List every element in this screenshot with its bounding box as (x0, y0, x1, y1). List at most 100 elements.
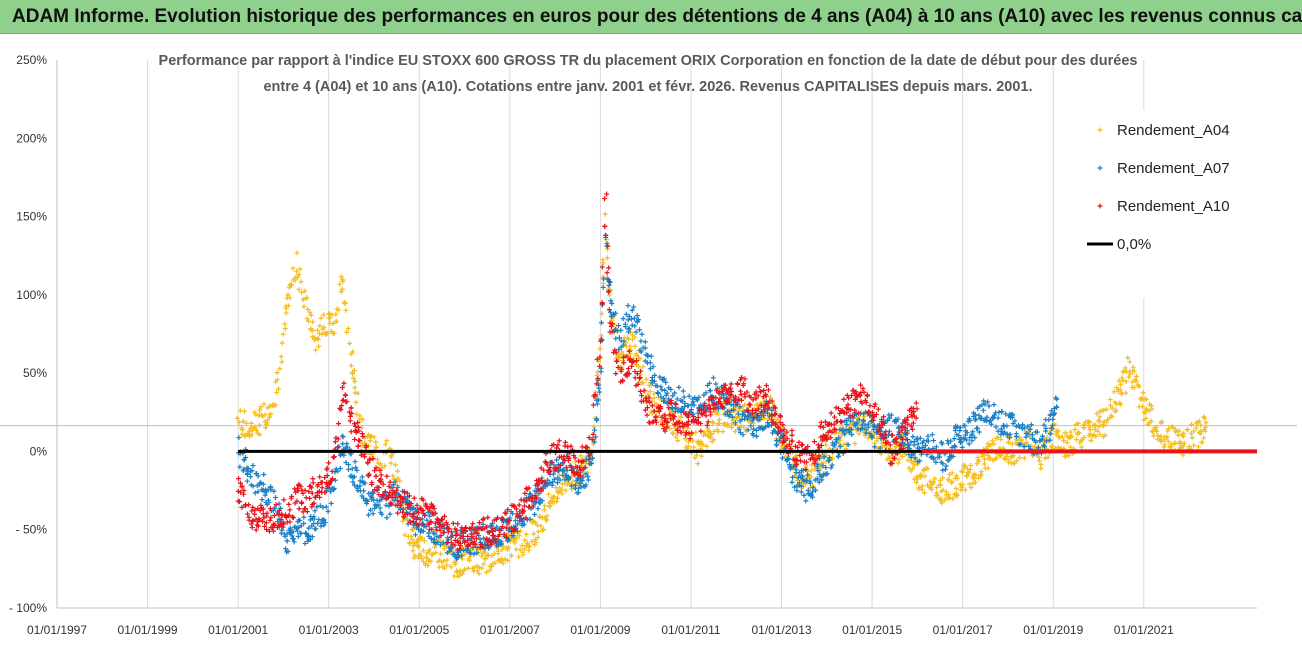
data-point (741, 409, 747, 415)
data-point (866, 408, 872, 414)
data-point (271, 488, 277, 494)
data-point (526, 485, 532, 491)
data-point (846, 395, 852, 401)
data-point (464, 543, 470, 549)
data-point (253, 527, 259, 533)
data-point (969, 438, 975, 444)
data-point (764, 410, 770, 416)
data-point (899, 423, 905, 429)
data-point (298, 483, 304, 489)
data-point (301, 521, 307, 527)
data-point (966, 441, 972, 447)
data-point (704, 443, 710, 449)
data-point (462, 551, 468, 557)
data-point (383, 502, 389, 508)
data-point (402, 489, 408, 495)
data-point (386, 483, 392, 489)
data-point (971, 471, 977, 477)
data-point (485, 542, 491, 548)
data-point (804, 459, 810, 465)
data-point (849, 426, 855, 432)
data-point (784, 443, 790, 449)
data-point (401, 496, 406, 502)
data-point (739, 397, 745, 403)
data-point (819, 477, 825, 483)
data-point (599, 264, 605, 270)
data-point (629, 322, 635, 328)
data-point (533, 540, 539, 546)
data-point (678, 429, 684, 435)
data-point (268, 485, 274, 491)
data-point (470, 521, 476, 527)
data-point (382, 489, 388, 495)
data-point (833, 405, 839, 411)
data-point (338, 274, 344, 280)
data-point (976, 412, 982, 418)
data-point (864, 392, 870, 398)
data-point (662, 412, 668, 418)
data-point (260, 511, 266, 517)
data-point (942, 466, 948, 472)
data-point (492, 536, 498, 542)
data-point (959, 484, 965, 490)
data-point (1019, 438, 1025, 444)
data-point (307, 495, 313, 501)
data-point (337, 281, 343, 287)
data-point (997, 453, 1003, 459)
data-point (410, 518, 416, 524)
data-point (308, 312, 314, 318)
y-tick-label: - 50% (16, 523, 48, 537)
x-tick-label: 01/01/1999 (118, 623, 178, 637)
data-point (473, 535, 479, 541)
y-tick-label: 0% (30, 444, 48, 458)
data-point (763, 383, 769, 389)
data-point (402, 532, 408, 538)
data-point (276, 386, 282, 392)
data-point (615, 323, 621, 329)
data-point (667, 426, 673, 432)
data-point (373, 473, 379, 479)
data-point (256, 517, 262, 523)
data-point (1131, 385, 1137, 391)
series-Rendement_A10 (235, 191, 920, 553)
data-point (494, 524, 500, 530)
data-point (274, 370, 280, 376)
data-point (529, 538, 535, 544)
data-point (373, 444, 379, 450)
data-point (1118, 401, 1124, 407)
data-point (685, 444, 691, 450)
data-point (831, 442, 837, 448)
data-point (1095, 428, 1101, 434)
data-point (418, 555, 424, 561)
data-point (921, 490, 927, 496)
data-point (535, 529, 541, 535)
data-point (360, 434, 366, 440)
data-point (609, 329, 615, 335)
data-point (633, 329, 639, 335)
data-point (808, 474, 814, 480)
data-point (303, 530, 309, 536)
data-point (845, 442, 851, 448)
data-point (527, 516, 533, 522)
data-point (828, 410, 834, 416)
data-point (318, 315, 324, 321)
data-point (754, 433, 760, 439)
data-point (1125, 355, 1131, 361)
data-point (394, 468, 400, 474)
data-point (810, 452, 816, 458)
data-point (524, 498, 530, 504)
data-point (272, 505, 278, 511)
data-point (660, 422, 666, 428)
data-point (400, 518, 406, 524)
data-point (288, 495, 294, 501)
data-point (738, 392, 744, 398)
data-point (309, 534, 315, 540)
data-point (713, 395, 719, 401)
data-point (831, 421, 837, 427)
data-point (898, 443, 904, 449)
data-point (344, 399, 350, 405)
data-point (800, 473, 806, 479)
data-point (264, 510, 270, 516)
data-point (903, 425, 909, 431)
data-point (380, 493, 386, 499)
